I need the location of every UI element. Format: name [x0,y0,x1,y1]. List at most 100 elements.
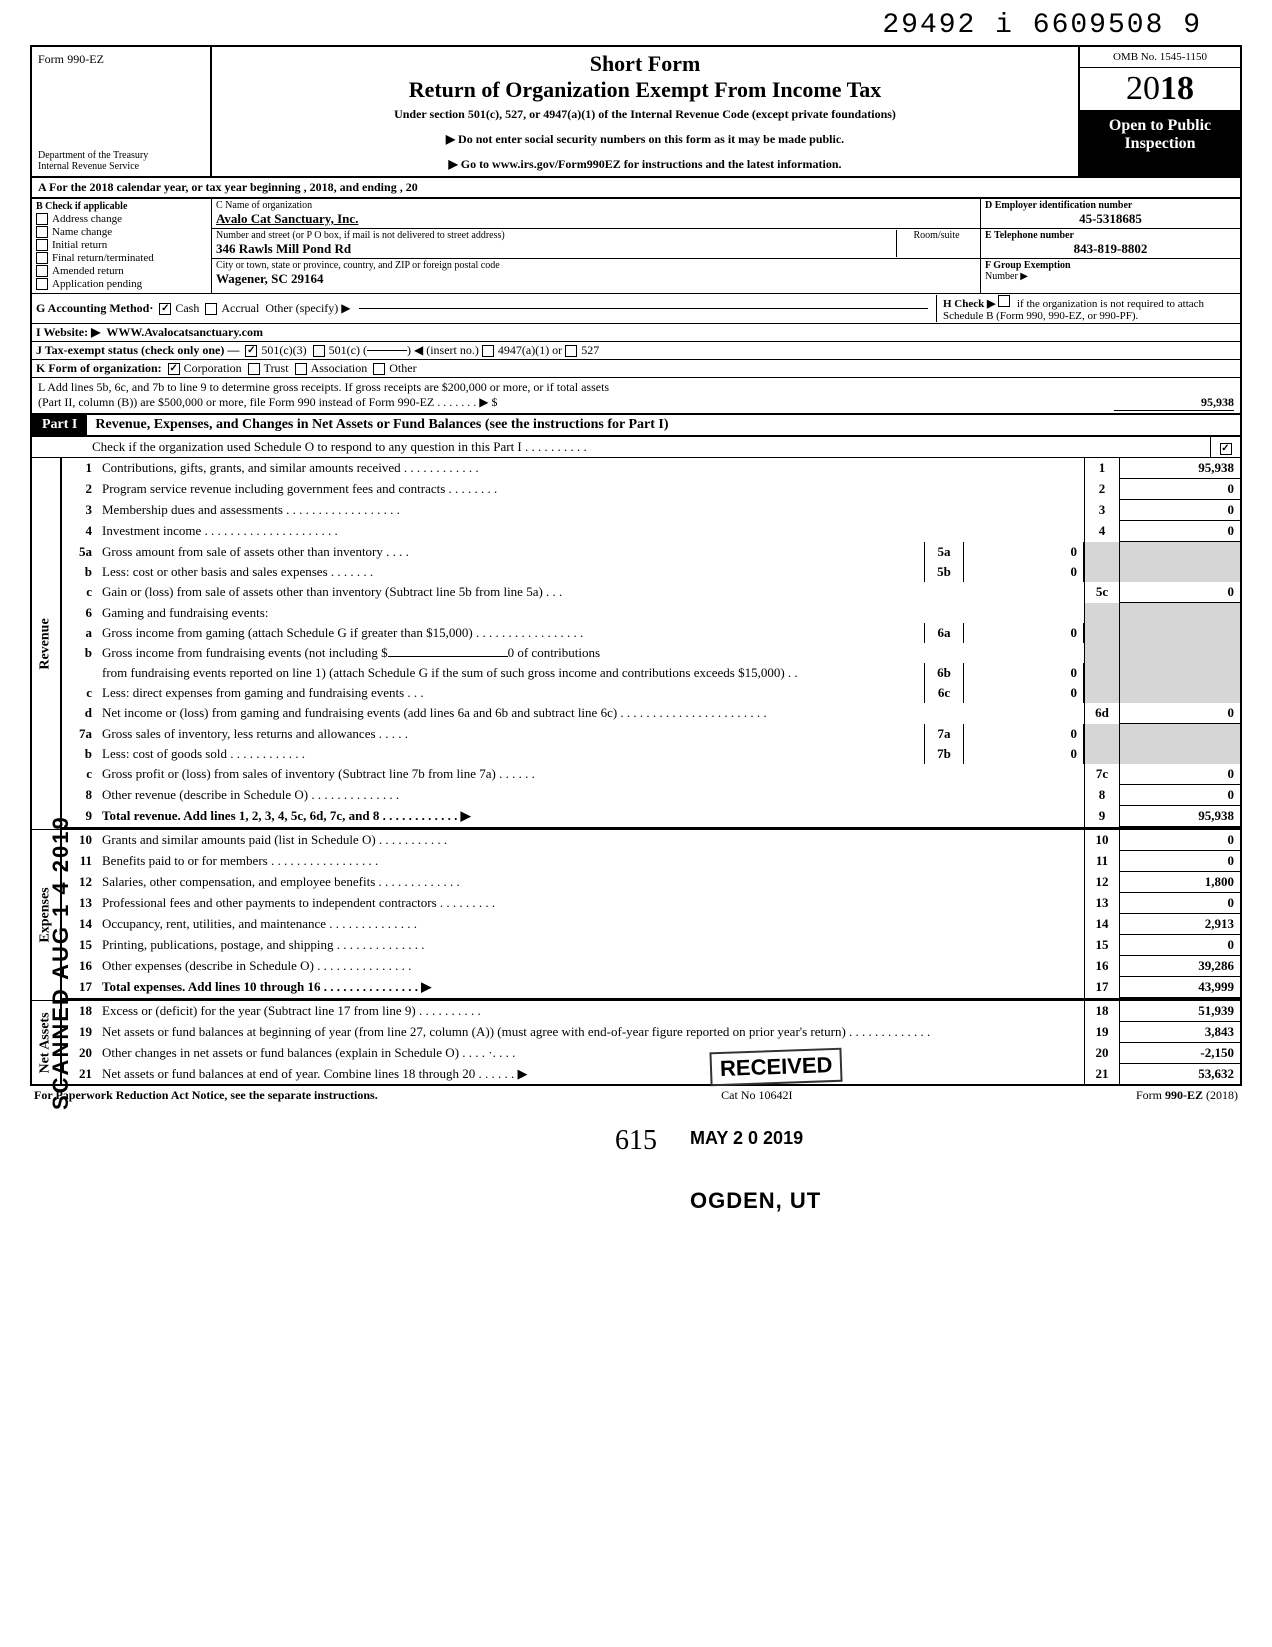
org-address: 346 Rawls Mill Pond Rd [216,241,896,257]
l-value: 95,938 [1114,395,1234,411]
chk-corporation[interactable]: ✓ [168,363,180,375]
j-527: 527 [581,343,599,358]
k-trust: Trust [264,361,289,376]
line-11-val: 0 [1120,851,1240,872]
line-14-desc: Occupancy, rent, utilities, and maintena… [98,914,1084,935]
line-6c-desc: Less: direct expenses from gaming and fu… [98,683,924,703]
chk-other[interactable] [373,363,385,375]
footer-right: Form 990-EZ (2018) [1136,1088,1238,1103]
chk-association[interactable] [295,363,307,375]
line-7a-desc: Gross sales of inventory, less returns a… [98,724,924,744]
b-item-3: Final return/terminated [52,252,154,264]
tax-year: 2018 [1080,68,1240,111]
form-title: Return of Organization Exempt From Incom… [220,77,1070,103]
h-label: H Check ▶ [943,298,995,310]
chk-accrual[interactable] [205,303,217,315]
short-form-title: Short Form [220,51,1070,77]
c-addr-label: Number and street (or P O box, if mail i… [216,230,896,241]
line-12-val: 1,800 [1120,872,1240,893]
line-19-desc: Net assets or fund balances at beginning… [98,1022,1084,1043]
line-6b-pre: Gross income from fundraising events (no… [98,643,1084,663]
chk-name-change[interactable] [36,226,48,238]
chk-address-change[interactable] [36,213,48,225]
g-cash: Cash [175,301,199,316]
chk-cash[interactable]: ✓ [159,303,171,315]
chk-501c3[interactable]: ✓ [245,345,257,357]
line-14-val: 2,913 [1120,914,1240,935]
line-10-val: 0 [1120,830,1240,851]
chk-4947[interactable] [482,345,494,357]
b-label: B Check if applicable [36,201,207,212]
line-7c-desc: Gross profit or (loss) from sales of inv… [98,764,1084,785]
part1-label: Part I [32,415,87,435]
b-item-0: Address change [52,213,122,225]
f-label2: Number ▶ [985,271,1236,282]
j-501c: 501(c) ( [329,343,367,358]
line-21-val: 53,632 [1120,1064,1240,1084]
arrow-note-2: ▶ Go to www.irs.gov/Form990EZ for instru… [220,157,1070,172]
j-insert: ) ◀ (insert no.) [407,343,479,358]
phone: 843-819-8802 [985,241,1236,257]
line-7c-val: 0 [1120,764,1240,785]
line-6-desc: Gaming and fundraising events: [98,603,1084,623]
line-6a-mid: 0 [964,623,1084,643]
received-date-stamp: MAY 2 0 2019 [690,1128,803,1149]
line-5a-mid: 0 [964,542,1084,562]
line-18-desc: Excess or (deficit) for the year (Subtra… [98,1001,1084,1022]
form-subtitle: Under section 501(c), 527, or 4947(a)(1)… [220,107,1070,122]
part1-title: Revenue, Expenses, and Changes in Net As… [87,415,1240,435]
line-3-desc: Membership dues and assessments . . . . … [98,500,1084,521]
b-item-4: Amended return [52,265,124,277]
line-17-val: 43,999 [1120,977,1240,998]
line-15-desc: Printing, publications, postage, and shi… [98,935,1084,956]
line-9-val: 95,938 [1120,806,1240,827]
chk-501c[interactable] [313,345,325,357]
line-1-desc: Contributions, gifts, grants, and simila… [98,458,1084,479]
k-assoc: Association [311,361,368,376]
chk-initial-return[interactable] [36,239,48,251]
chk-final-return[interactable] [36,252,48,264]
form-header: Form 990-EZ Department of the Treasury I… [30,45,1242,178]
line-6b-desc: from fundraising events reported on line… [98,663,924,683]
line-17-desc: Total expenses. Add lines 10 through 16 … [98,977,1084,998]
chk-amended-return[interactable] [36,265,48,277]
f-label: F Group Exemption [985,260,1236,271]
line-12-desc: Salaries, other compensation, and employ… [98,872,1084,893]
line-6a-desc: Gross income from gaming (attach Schedul… [98,623,924,643]
line-13-val: 0 [1120,893,1240,914]
line-21-desc: Net assets or fund balances at end of ye… [98,1064,1084,1084]
line-6b-mid: 0 [964,663,1084,683]
line-5b-mid: 0 [964,562,1084,582]
chk-h[interactable] [998,295,1010,307]
k-other: Other [389,361,416,376]
j-4947: 4947(a)(1) or [498,343,562,358]
chk-application-pending[interactable] [36,278,48,290]
d-label: D Employer identification number [985,200,1236,211]
line-5c-desc: Gain or (loss) from sale of assets other… [98,582,1084,603]
line-7a-mid: 0 [964,724,1084,744]
line-15-val: 0 [1120,935,1240,956]
g-other: Other (specify) ▶ [265,301,350,316]
k-label: K Form of organization: [36,361,162,376]
ein: 45-5318685 [985,211,1236,227]
handwritten-number: 615 [30,1125,1242,1157]
line-6c-mid: 0 [964,683,1084,703]
revenue-side-label: Revenue [32,458,62,829]
c-name-label: C Name of organization [216,200,976,211]
k-corp: Corporation [184,361,242,376]
org-name: Avalo Cat Sanctuary, Inc. [216,211,976,227]
chk-trust[interactable] [248,363,260,375]
line-1-val: 95,938 [1120,458,1240,479]
line-3-val: 0 [1120,500,1240,521]
footer-left: For Paperwork Reduction Act Notice, see … [34,1088,378,1103]
b-item-2: Initial return [52,239,107,251]
top-stamp: 29492 i 6609508 9 [30,10,1242,41]
form-prefix: Form [38,52,64,66]
line-6d-desc: Net income or (loss) from gaming and fun… [98,703,1084,724]
g-label: G Accounting Method· [36,301,153,316]
chk-schedule-o[interactable]: ✓ [1220,443,1232,455]
website: WWW.Avalocatsanctuary.com [106,325,263,340]
line-18-val: 51,939 [1120,1001,1240,1022]
line-5c-val: 0 [1120,582,1240,603]
chk-527[interactable] [565,345,577,357]
